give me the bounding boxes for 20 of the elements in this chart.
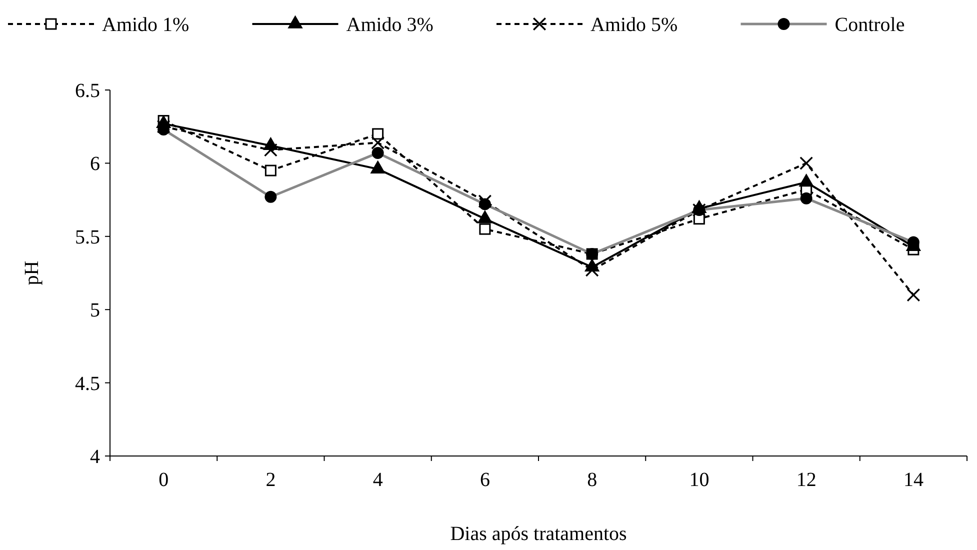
x-axis-title: Dias após tratamentos: [450, 523, 628, 545]
x-tick-label: 10: [689, 469, 710, 491]
x-tick-label: 12: [796, 469, 816, 491]
x-tick-label: 2: [266, 469, 276, 491]
y-axis-title: pH: [21, 260, 43, 286]
x-tick-label: 6: [480, 469, 490, 491]
y-tick-label: 5: [90, 300, 100, 322]
x-tick-label: 4: [372, 469, 383, 491]
x-tick-label: 14: [903, 469, 924, 491]
y-tick-label: 6: [90, 153, 100, 176]
x-tick-label: 8: [587, 469, 598, 491]
y-tick-label: 6.5: [75, 80, 100, 102]
y-tick-label: 4: [90, 446, 100, 468]
x-tick-label: 0: [158, 469, 169, 491]
legend-label: Amido 1%: [102, 14, 190, 36]
legend-label: Amido 3%: [346, 14, 434, 36]
legend-label: Amido 5%: [590, 14, 678, 36]
y-tick-label: 5.5: [75, 226, 100, 248]
y-tick-label: 4.5: [75, 372, 100, 395]
legend-label: Controle: [834, 14, 905, 36]
